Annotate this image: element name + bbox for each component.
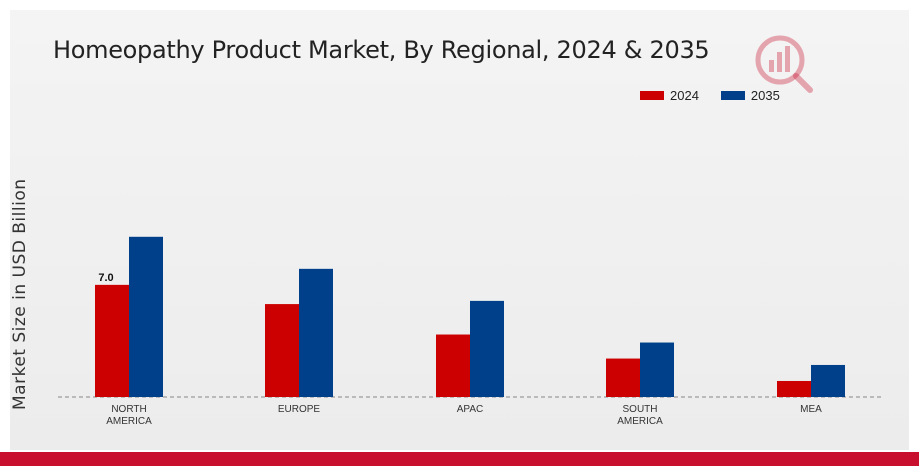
chart-title: Homeopathy Product Market, By Regional, … [53,36,710,64]
x-tick-label: SOUTH [623,404,658,415]
bar-2024-0 [95,284,129,397]
bar-2035-1 [299,268,333,397]
x-tick-label: AMERICA [617,416,663,427]
x-tick-label: NORTH [111,404,146,415]
legend-item-2035: 2035 [720,88,780,103]
brand-logo-icon [754,30,816,101]
chart-legend: 2024 2035 [640,88,802,103]
legend-swatch-2035 [720,91,745,100]
bar-2024-3 [606,358,640,397]
accent-bar [0,452,919,466]
bar-2024-4 [777,380,811,397]
x-tick-label: APAC [457,404,484,415]
legend-item-2024: 2024 [640,88,699,103]
bar-2024-2 [436,334,470,397]
legend-swatch-2024 [640,91,664,100]
bar-2024-1 [265,304,299,397]
bar-2035-2 [470,300,504,397]
legend-label-2024: 2024 [670,88,699,103]
legend-label-2035: 2035 [750,88,780,103]
x-tick-label: AMERICA [106,416,152,427]
bar-2035-3 [640,342,674,397]
bar-2035-4 [811,364,845,397]
x-tick-label: MEA [800,404,822,415]
x-tick-label: EUROPE [278,404,321,415]
bar-2035-0 [129,236,163,397]
data-label: 7.0 [98,272,113,284]
